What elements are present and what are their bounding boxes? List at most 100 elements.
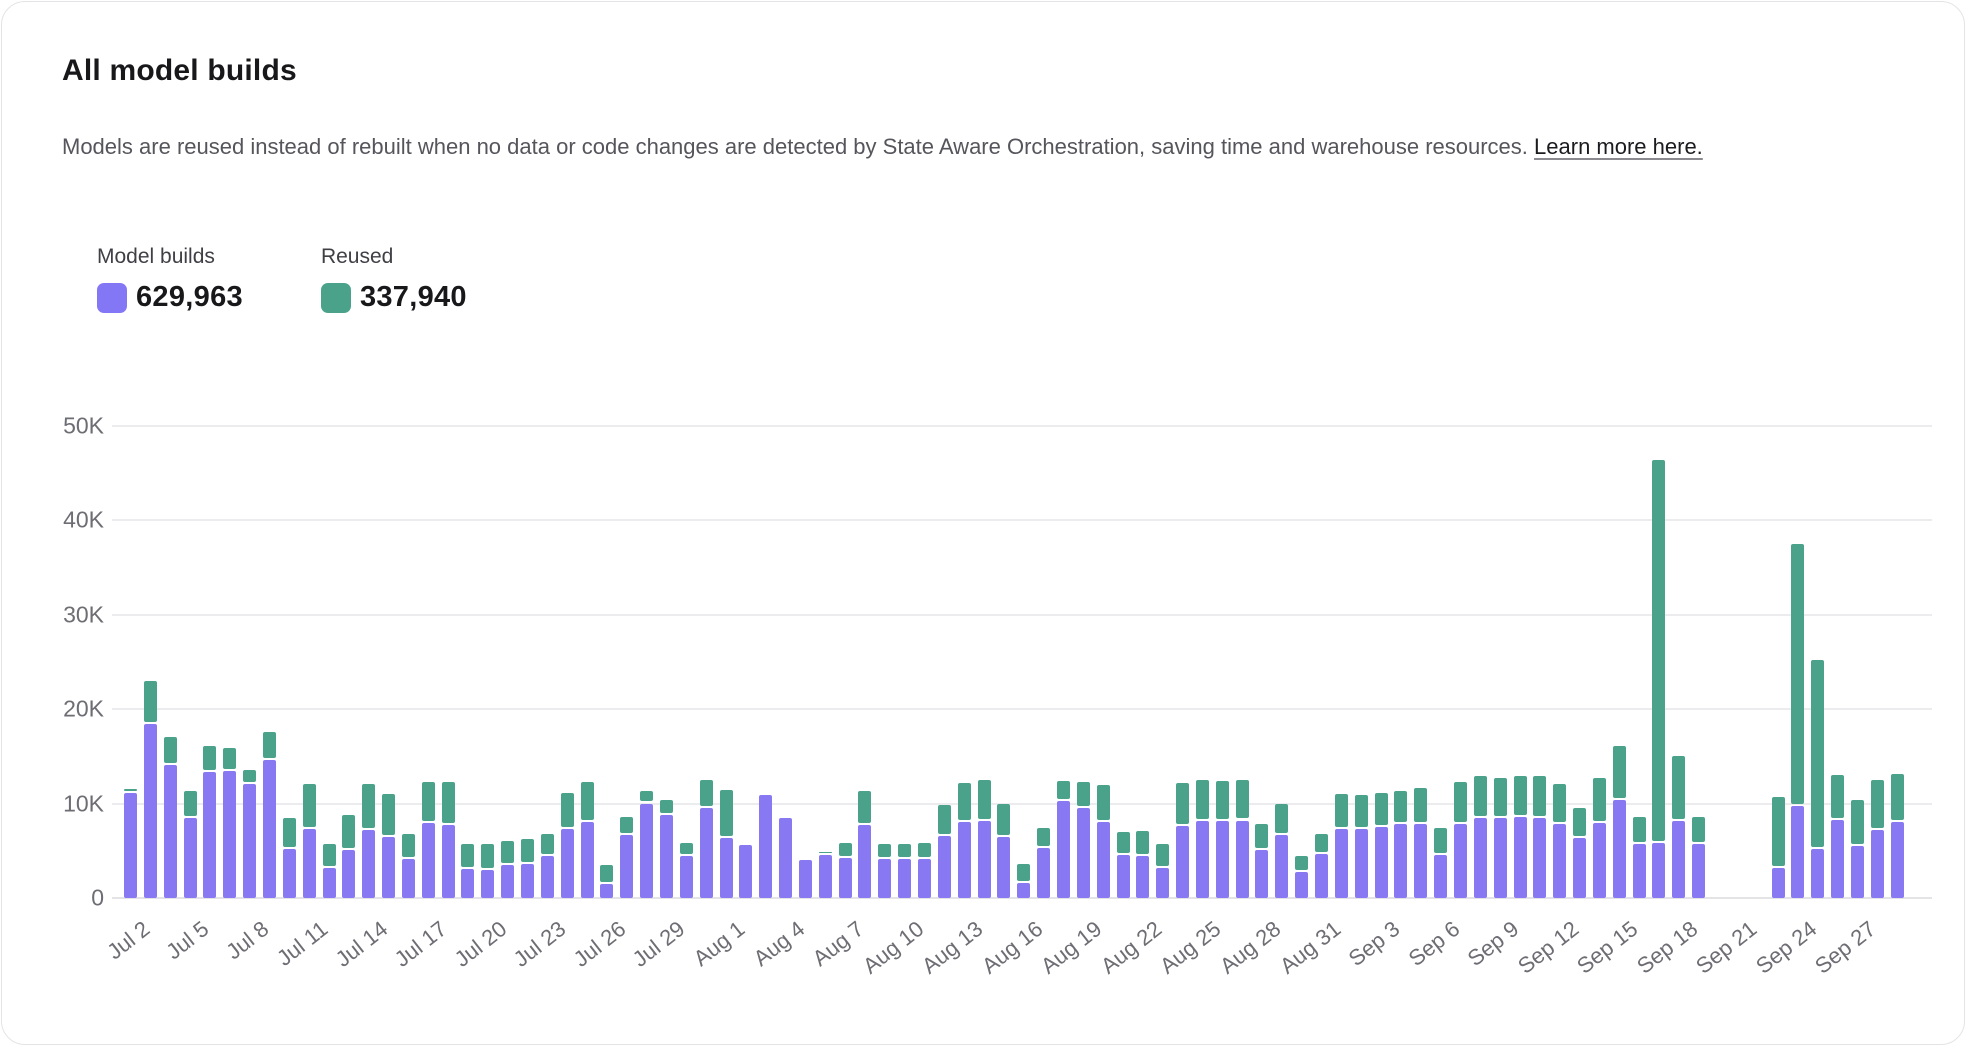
bar-segment-reused[interactable]	[1811, 659, 1825, 847]
bar-segment-model-builds[interactable]	[1255, 849, 1269, 898]
bar-segment-reused[interactable]	[1017, 863, 1031, 881]
bar-segment-model-builds[interactable]	[838, 858, 852, 898]
bar-segment-model-builds[interactable]	[1315, 853, 1328, 898]
bar-segment-model-builds[interactable]	[461, 868, 475, 898]
bar-segment-reused[interactable]	[898, 844, 912, 858]
bar-segment-reused[interactable]	[461, 844, 475, 867]
bar-segment-model-builds[interactable]	[1136, 856, 1150, 898]
bar-segment-reused[interactable]	[1493, 777, 1507, 816]
bar-segment-model-builds[interactable]	[1295, 872, 1309, 898]
bar-segment-reused[interactable]	[1513, 775, 1527, 815]
bar-segment-reused[interactable]	[699, 779, 713, 807]
bar-segment-model-builds[interactable]	[878, 859, 892, 898]
bar-segment-model-builds[interactable]	[540, 856, 554, 898]
bar-segment-reused[interactable]	[1295, 856, 1309, 871]
bar-segment-model-builds[interactable]	[898, 859, 912, 898]
bar-segment-model-builds[interactable]	[1473, 817, 1487, 898]
bar-segment-reused[interactable]	[1831, 775, 1845, 818]
bar-segment-model-builds[interactable]	[1811, 848, 1825, 898]
bar-segment-model-builds[interactable]	[342, 849, 356, 898]
bar-segment-reused[interactable]	[163, 737, 177, 763]
bar-segment-model-builds[interactable]	[1652, 843, 1666, 898]
bar-segment-reused[interactable]	[580, 781, 594, 821]
bar-segment-model-builds[interactable]	[640, 803, 654, 898]
bar-segment-model-builds[interactable]	[382, 836, 396, 898]
bar-segment-reused[interactable]	[1136, 830, 1150, 855]
bar-segment-model-builds[interactable]	[679, 856, 693, 898]
bar-segment-model-builds[interactable]	[1037, 847, 1051, 898]
bar-segment-reused[interactable]	[560, 792, 574, 827]
bar-segment-model-builds[interactable]	[1553, 824, 1567, 898]
bar-segment-model-builds[interactable]	[620, 834, 634, 898]
bar-segment-reused[interactable]	[1315, 833, 1328, 852]
bar-segment-reused[interactable]	[937, 805, 951, 834]
bar-segment-model-builds[interactable]	[441, 825, 455, 898]
bar-segment-model-builds[interactable]	[977, 821, 991, 898]
bar-segment-reused[interactable]	[1473, 775, 1487, 816]
bar-segment-model-builds[interactable]	[322, 867, 336, 898]
bar-segment-reused[interactable]	[124, 788, 137, 791]
bar-segment-reused[interactable]	[143, 680, 157, 723]
bar-segment-model-builds[interactable]	[481, 869, 495, 898]
bar-segment-reused[interactable]	[1076, 781, 1090, 807]
bar-segment-model-builds[interactable]	[1870, 829, 1884, 898]
bar-segment-reused[interactable]	[878, 844, 892, 858]
bar-segment-reused[interactable]	[1255, 824, 1269, 848]
bar-segment-model-builds[interactable]	[779, 817, 793, 898]
bar-segment-reused[interactable]	[1037, 827, 1051, 846]
bar-segment-reused[interactable]	[1235, 779, 1249, 819]
bar-segment-reused[interactable]	[659, 799, 673, 813]
bar-segment-model-builds[interactable]	[1573, 837, 1587, 898]
bar-segment-model-builds[interactable]	[362, 829, 376, 898]
bar-segment-reused[interactable]	[1632, 816, 1646, 843]
bar-segment-model-builds[interactable]	[262, 760, 276, 898]
bar-segment-reused[interactable]	[223, 747, 237, 770]
bar-segment-reused[interactable]	[262, 731, 276, 759]
bar-segment-model-builds[interactable]	[1275, 834, 1289, 898]
bar-segment-reused[interactable]	[1791, 543, 1805, 805]
bar-segment-reused[interactable]	[183, 791, 197, 816]
bar-segment-model-builds[interactable]	[1116, 855, 1130, 898]
bar-segment-reused[interactable]	[1195, 779, 1209, 820]
bar-segment-reused[interactable]	[838, 843, 852, 857]
bar-segment-model-builds[interactable]	[1374, 827, 1388, 898]
bar-segment-reused[interactable]	[1850, 799, 1864, 845]
bar-segment-model-builds[interactable]	[1791, 806, 1805, 898]
bar-segment-model-builds[interactable]	[243, 783, 257, 898]
bar-segment-model-builds[interactable]	[282, 848, 296, 898]
bar-segment-model-builds[interactable]	[143, 724, 157, 898]
bar-segment-model-builds[interactable]	[1831, 819, 1845, 898]
bar-segment-model-builds[interactable]	[719, 837, 733, 898]
bar-segment-model-builds[interactable]	[818, 855, 832, 898]
bar-segment-reused[interactable]	[1870, 779, 1884, 828]
bar-segment-reused[interactable]	[1275, 804, 1289, 833]
bar-segment-model-builds[interactable]	[739, 845, 753, 898]
bar-segment-reused[interactable]	[282, 817, 296, 847]
bar-segment-model-builds[interactable]	[1434, 855, 1448, 898]
bar-segment-reused[interactable]	[1453, 781, 1467, 823]
bar-segment-reused[interactable]	[1414, 788, 1428, 823]
bar-segment-reused[interactable]	[1096, 785, 1110, 821]
bar-segment-model-builds[interactable]	[124, 792, 137, 898]
bar-segment-reused[interactable]	[1334, 793, 1348, 827]
bar-segment-reused[interactable]	[1592, 777, 1606, 822]
bar-segment-model-builds[interactable]	[699, 808, 713, 898]
bar-segment-reused[interactable]	[1692, 816, 1706, 843]
bar-segment-reused[interactable]	[679, 843, 693, 855]
bar-segment-model-builds[interactable]	[501, 864, 515, 898]
bar-segment-model-builds[interactable]	[1354, 829, 1368, 898]
bar-segment-model-builds[interactable]	[1215, 820, 1229, 898]
bar-segment-reused[interactable]	[1533, 775, 1547, 816]
bar-segment-model-builds[interactable]	[1334, 829, 1348, 898]
bar-segment-reused[interactable]	[818, 851, 832, 854]
bar-segment-reused[interactable]	[243, 770, 257, 782]
bar-segment-model-builds[interactable]	[1612, 799, 1626, 898]
bar-segment-model-builds[interactable]	[560, 829, 574, 898]
bar-segment-model-builds[interactable]	[1493, 817, 1507, 898]
bar-segment-reused[interactable]	[501, 841, 515, 863]
bar-segment-reused[interactable]	[342, 814, 356, 848]
bar-segment-model-builds[interactable]	[957, 822, 971, 898]
bar-segment-model-builds[interactable]	[659, 814, 673, 898]
bar-segment-reused[interactable]	[640, 791, 654, 802]
bar-segment-reused[interactable]	[401, 833, 415, 858]
